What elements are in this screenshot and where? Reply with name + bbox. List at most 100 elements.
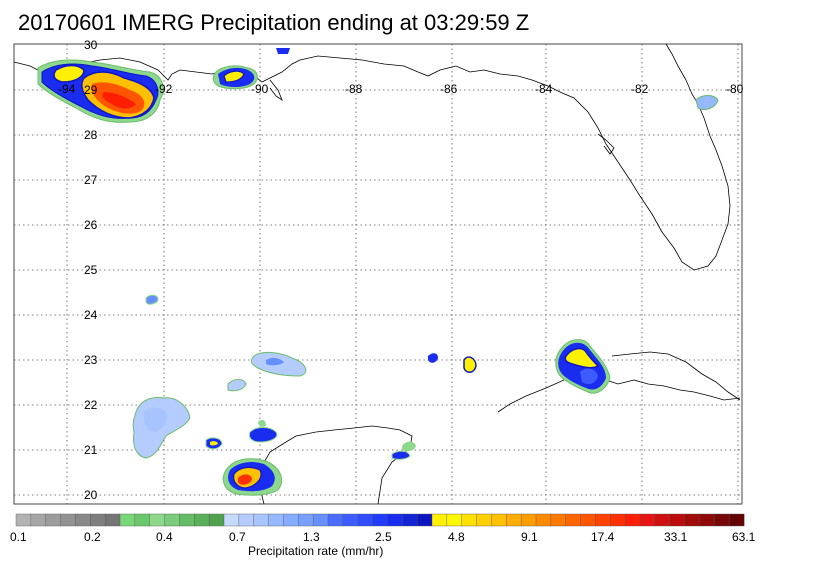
colorbar-swatch [491,513,507,527]
colorbar-swatch [446,513,463,527]
storm-cell-florida [695,95,719,111]
lon-label: -80 [726,82,744,96]
colorbar-swatch [60,513,76,527]
colorbar-swatch [194,513,210,527]
colorbar-tick: 63.1 [732,530,756,544]
colorbar-swatch [238,513,255,527]
colorbar-swatch [119,513,136,527]
lon-label: -86 [440,82,458,96]
colorbar-swatch [387,513,403,527]
lon-label: -82 [631,82,649,96]
colorbar-tick: 4.8 [448,530,465,544]
lon-label: -92 [155,82,173,96]
lat-label: 23 [84,353,98,367]
colorbar-swatch [253,513,269,527]
colorbar-swatch [416,513,433,527]
colorbar-label: Precipitation rate (mm/hr) [248,544,383,558]
lat-label: 26 [84,218,98,232]
colorbar-tick: 0.7 [229,530,246,544]
colorbar-swatch [312,513,329,527]
storm-cell-small-north [276,48,290,54]
colorbar-swatch [75,513,91,527]
colorbar-swatch [402,513,418,527]
storm-cell-yucatan-mid [205,419,278,450]
colorbar-swatch [714,513,730,527]
longitude-labels: -94 -92 -90 -88 -86 -84 -82 -80 [58,82,744,96]
colorbar-tick: 0.1 [10,530,27,544]
colorbar-tick: 1.3 [303,530,320,544]
colorbar-swatch [298,513,314,527]
colorbar-swatch [15,513,32,527]
colorbar-swatch [45,513,61,527]
colorbar-swatch [283,513,299,527]
lon-label: -94 [58,82,76,96]
colorbar-swatch [476,513,492,527]
storm-cell-yucatan-east-2 [402,441,416,452]
colorbar-swatch [208,513,225,527]
colorbar-tick-labels: 0.1 0.2 0.4 0.7 1.3 2.5 4.8 9.1 17.4 33.… [10,530,756,544]
colorbar-swatch [30,513,47,527]
colorbar-swatch [535,513,552,527]
colorbar-swatch [104,513,121,527]
colorbar-tick: 33.1 [664,530,688,544]
colorbar-tick: 0.2 [84,530,101,544]
lon-label: -90 [251,82,269,96]
colorbar-swatch [372,513,388,527]
colorbar-swatch [268,513,284,527]
colorbar-swatch [728,513,745,527]
colorbar-swatch [610,513,626,527]
storm-cell-gulf-center [145,294,159,305]
colorbar-swatch [327,513,344,527]
colorbar-swatch [90,513,106,527]
colorbar-swatch [164,513,180,527]
colorbar-tick: 17.4 [591,530,615,544]
lat-label: 27 [84,173,98,187]
colorbar-swatch [520,513,537,527]
lat-label: 28 [84,128,98,142]
storm-cell-cuba [555,339,611,394]
colorbar-swatch [684,513,700,527]
lon-label: -84 [535,82,553,96]
lat-label: 24 [84,308,98,322]
colorbar-swatch [134,513,151,527]
colorbar-swatch [699,513,715,527]
colorbar-swatch [580,513,596,527]
lat-label: 20 [84,488,98,502]
colorbar-swatch [669,513,685,527]
storm-cell-mississippi [212,65,258,90]
colorbar-swatch [179,513,195,527]
colorbar-swatch [506,513,522,527]
storm-cell-dot-1 [428,353,438,363]
colorbar-tick: 9.1 [521,530,538,544]
storm-cell-louisiana [37,59,164,123]
storm-cell-yucatan-east [391,450,411,460]
colorbar-swatch [550,513,567,527]
storm-cell-dot-2 [463,356,477,373]
colorbar-swatch [595,513,611,527]
colorbar-swatch [461,513,477,527]
storm-cell-gulf-south [227,351,307,392]
precipitation-cells [37,48,719,496]
colorbar-swatch [654,513,671,527]
colorbar-swatch [357,513,373,527]
lat-label: 29 [84,83,98,97]
map-title: 20170601 IMERG Precipitation ending at 0… [18,10,530,35]
storm-cell-yucatan-west [132,397,191,459]
colorbar-swatch [624,513,641,527]
colorbar-tick: 2.5 [375,530,392,544]
colorbar-swatch [342,513,359,527]
lat-label: 21 [84,443,98,457]
storm-cell-yucatan-south [222,458,283,496]
colorbar-tick: 0.4 [156,530,173,544]
colorbar-swatch [639,513,656,527]
lat-label: 30 [84,38,98,52]
lon-label: -88 [345,82,363,96]
colorbar [15,513,745,527]
latitude-labels: 30 29 28 27 26 25 24 23 22 21 20 [84,38,98,502]
colorbar-swatch [431,513,448,527]
colorbar-swatch [565,513,581,527]
colorbar-swatch [223,513,240,527]
colorbar-swatch [149,513,165,527]
lat-label: 25 [84,263,98,277]
